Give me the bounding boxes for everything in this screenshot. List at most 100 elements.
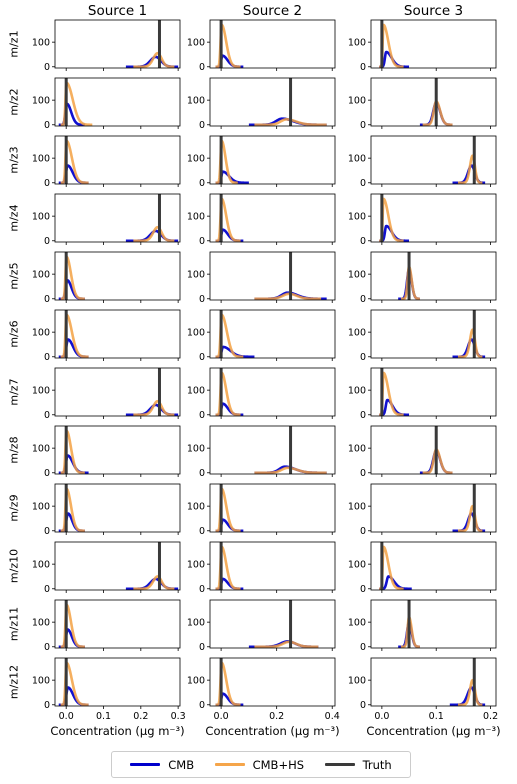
- cmb-hs-line-r5-c1: [59, 255, 86, 300]
- axes-frame-r11-c2: [209, 599, 336, 649]
- axes-frame-r8-c2: [209, 425, 336, 475]
- ytick-label-r6-c2-1: 100: [187, 327, 205, 338]
- figure-canvas: Source 1 Source 2 Source 3 0 100 0 100 0 100 m/z1…: [8, 3, 501, 738]
- cmb-line-r10-c3: [378, 575, 413, 590]
- xtick-label-r12-c1-1: 0.1: [96, 711, 111, 722]
- xtick-label-r12-c3-1: 0.1: [429, 711, 444, 722]
- ytick-label-r6-c3-0: 0: [360, 352, 366, 363]
- ytick-label-r7-c1-0: 0: [44, 410, 50, 421]
- cmb-hs-line-r3-c3: [456, 154, 484, 184]
- axes-frame-r1-c1: [54, 19, 181, 69]
- x-axis-label-3: Concentration (µg m⁻³): [366, 724, 500, 738]
- axes-frame-r5-c1: [54, 251, 181, 301]
- row-label-8: m/z8: [8, 436, 21, 463]
- axes-frame-r4-c3: [370, 193, 497, 243]
- axes-frame-r1-c2: [209, 19, 336, 69]
- column-title-2: Source 2: [243, 3, 302, 19]
- ytick-label-r2-c1-1: 100: [32, 95, 50, 106]
- axes-frame-r12-c3: [370, 657, 497, 707]
- ytick-label-r1-c2-0: 0: [199, 62, 205, 73]
- axes-frame-r1-c3: [370, 19, 497, 69]
- ytick-label-r6-c1-0: 0: [44, 352, 50, 363]
- ytick-label-r10-c1-1: 100: [32, 559, 50, 570]
- ytick-label-r11-c3-1: 100: [348, 617, 366, 628]
- xtick-label-r12-c2-2: 0.4: [325, 711, 340, 722]
- ytick-label-r10-c1-0: 0: [44, 584, 50, 595]
- ytick-label-r8-c2-0: 0: [199, 468, 205, 479]
- ytick-label-r10-c2-0: 0: [199, 584, 205, 595]
- cmb-hs-line-r8-c1: [59, 429, 86, 474]
- axes-frame-r6-c1: [54, 309, 181, 359]
- cmb-hs-line-r3-c2: [214, 139, 239, 184]
- axes-frame-r11-c1: [54, 599, 181, 649]
- ytick-label-r11-c2-1: 100: [187, 617, 205, 628]
- legend-swatch-cmb-hs: [214, 763, 245, 766]
- legend-label-cmb-hs: CMB+HS: [252, 757, 305, 772]
- axes-frame-r7-c3: [370, 367, 497, 417]
- ytick-label-r12-c2-1: 100: [187, 675, 205, 686]
- legend-label-truth: Truth: [362, 757, 392, 772]
- ytick-label-r12-c1-0: 0: [44, 700, 50, 711]
- ytick-label-r10-c3-1: 100: [348, 559, 366, 570]
- axes-frame-r9-c1: [54, 483, 181, 533]
- ytick-label-r1-c3-1: 100: [348, 37, 366, 48]
- ytick-label-r4-c3-0: 0: [360, 236, 366, 247]
- ytick-label-r12-c1-1: 100: [32, 675, 50, 686]
- legend-item-truth: Truth: [324, 757, 392, 772]
- axes-frame-r5-c3: [370, 251, 497, 301]
- ytick-label-r11-c3-0: 0: [360, 642, 366, 653]
- axes-frame-r4-c1: [54, 193, 181, 243]
- cmb-hs-line-r4-c1: [132, 225, 176, 242]
- cmb-hs-line-r5-c2: [253, 292, 322, 300]
- column-title-1: Source 1: [88, 3, 147, 19]
- ytick-label-r3-c2-0: 0: [199, 178, 205, 189]
- x-axis-label-2: Concentration (µg m⁻³): [205, 724, 339, 738]
- xtick-label-r12-c1-3: 0.3: [171, 711, 186, 722]
- axes-frame-r9-c3: [370, 483, 497, 533]
- ytick-label-r2-c1-0: 0: [44, 120, 50, 131]
- legend: CMB CMB+HS Truth: [111, 751, 411, 778]
- ytick-label-r5-c3-0: 0: [360, 294, 366, 305]
- xtick-label-r12-c1-2: 0.2: [133, 711, 148, 722]
- axes-frame-r6-c2: [209, 309, 336, 359]
- ytick-label-r10-c3-0: 0: [360, 584, 366, 595]
- ytick-label-r4-c1-1: 100: [32, 211, 50, 222]
- axes-frame-r10-c2: [209, 541, 336, 591]
- ytick-label-r2-c2-0: 0: [199, 120, 205, 131]
- ytick-label-r1-c3-0: 0: [360, 62, 366, 73]
- ytick-label-r5-c2-0: 0: [199, 294, 205, 305]
- ytick-label-r6-c2-0: 0: [199, 352, 205, 363]
- ytick-label-r7-c3-0: 0: [360, 410, 366, 421]
- row-label-1: m/z1: [8, 30, 21, 57]
- axes-frame-r12-c2: [209, 657, 336, 707]
- xtick-label-r12-c1-0: 0.0: [59, 711, 74, 722]
- axes-frame-r8-c3: [370, 425, 497, 475]
- ytick-label-r1-c2-1: 100: [187, 37, 205, 48]
- cmb-hs-line-r12-c3: [456, 678, 484, 706]
- row-label-3: m/z3: [8, 146, 21, 173]
- ytick-label-r3-c1-1: 100: [32, 153, 50, 164]
- legend-swatch-truth: [324, 763, 355, 766]
- xtick-label-r12-c2-0: 0.0: [214, 711, 229, 722]
- ytick-label-r9-c3-0: 0: [360, 526, 366, 537]
- axes-frame-r10-c1: [54, 541, 181, 591]
- row-label-7: m/z7: [8, 378, 21, 405]
- xtick-label-r12-c3-0: 0.0: [374, 711, 389, 722]
- ytick-label-r10-c2-1: 100: [187, 559, 205, 570]
- ytick-label-r8-c2-1: 100: [187, 443, 205, 454]
- xtick-label-r12-c3-2: 0.2: [483, 711, 498, 722]
- axes-frame-r10-c3: [370, 541, 497, 591]
- ytick-label-r7-c1-1: 100: [32, 385, 50, 396]
- row-label-12: m/z12: [8, 665, 21, 699]
- ytick-label-r3-c2-1: 100: [187, 153, 205, 164]
- cmb-hs-line-r9-c3: [456, 504, 484, 532]
- ytick-label-r7-c3-1: 100: [348, 385, 366, 396]
- axes-frame-r9-c2: [209, 483, 336, 533]
- ytick-label-r8-c1-1: 100: [32, 443, 50, 454]
- legend-item-cmb: CMB: [130, 758, 194, 772]
- axes-frame-r12-c1: [54, 657, 181, 707]
- axes-frame-r5-c2: [209, 251, 336, 301]
- ytick-label-r9-c1-0: 0: [44, 526, 50, 537]
- ytick-label-r2-c3-1: 100: [348, 95, 366, 106]
- ytick-label-r12-c3-0: 0: [360, 700, 366, 711]
